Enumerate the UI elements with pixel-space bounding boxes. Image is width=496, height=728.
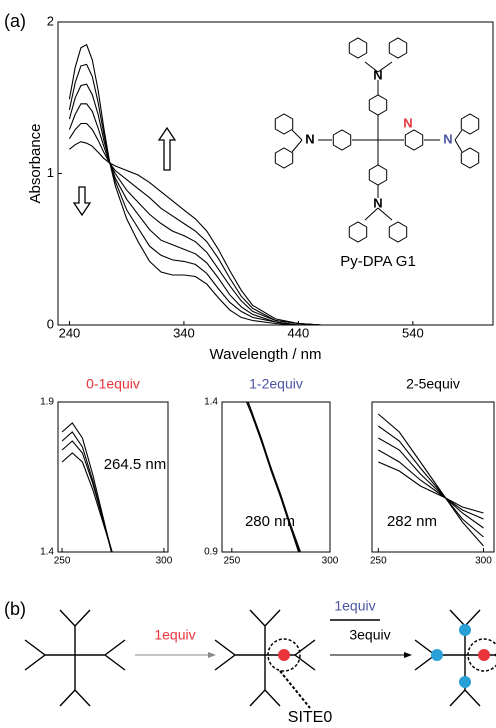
spectrum-line: [377, 413, 484, 547]
spectrum-line: [61, 431, 112, 552]
scheme-molecule: [214, 609, 316, 707]
atom-label: N: [373, 67, 382, 82]
x-tick-label: 540: [402, 325, 424, 340]
step-label: 1equiv: [154, 627, 195, 643]
blue-ion: [431, 649, 443, 661]
atom-label: N: [373, 195, 382, 210]
increase-arrow: [157, 126, 177, 171]
x-tick-label: 250: [54, 556, 71, 567]
plot-frame: [371, 401, 495, 553]
step-label: 3equiv: [349, 627, 390, 643]
reaction-arrowhead: [404, 652, 412, 658]
ring: [460, 147, 480, 169]
x-tick-label: 440: [288, 325, 310, 340]
site-ring: [267, 638, 301, 672]
molecule-structure: [274, 37, 480, 243]
bond: [291, 139, 303, 153]
panel-label: (a): [4, 11, 26, 31]
ring: [404, 129, 424, 151]
y-tick-label: 1.4: [40, 547, 54, 558]
y-tick-label: 1: [47, 165, 54, 180]
spectrum-line: [247, 402, 300, 552]
x-tick-label: 300: [322, 556, 339, 567]
ring: [388, 221, 408, 243]
atom-label: N: [305, 131, 314, 146]
y-tick-label: 0.9: [204, 547, 218, 558]
bond: [377, 61, 393, 73]
x-axis-label: Wavelength / nm: [210, 346, 322, 363]
bond: [454, 139, 463, 153]
ring: [368, 94, 388, 116]
ring: [348, 221, 368, 243]
decrease-arrow: [72, 186, 92, 217]
reaction-arrowhead: [208, 652, 216, 658]
annotation: 280 nm: [245, 513, 295, 530]
annotation: 282 nm: [387, 513, 437, 530]
ring: [388, 37, 408, 59]
metal-ion: [478, 649, 490, 661]
molecule-name: Py-DPA G1: [340, 253, 416, 270]
spectrum-line: [61, 440, 113, 552]
inset-title: 0-1equiv: [86, 376, 140, 392]
site-label: SITE0: [288, 709, 333, 726]
ring: [368, 164, 388, 186]
x-tick-label: 340: [173, 325, 195, 340]
spectrum-line: [378, 437, 484, 529]
spectrum-line: [378, 449, 484, 520]
site-pointer: [279, 670, 311, 709]
atom-label: N: [443, 131, 452, 146]
spectrum-line: [68, 43, 482, 325]
plot-frame: [57, 401, 169, 553]
inset-title: 1-2equiv: [249, 376, 303, 392]
x-tick-label: 300: [156, 556, 173, 567]
spectrum-line: [245, 402, 302, 552]
panel-label: (b): [4, 599, 26, 619]
scheme-molecule: [24, 609, 126, 707]
y-tick-label: 1.4: [204, 397, 218, 408]
x-tick-label: 300: [475, 556, 492, 567]
ring: [332, 129, 352, 151]
y-tick-label: 1.9: [40, 397, 54, 408]
ring: [274, 147, 294, 169]
bond: [454, 129, 463, 141]
y-tick-label: 0: [47, 316, 54, 331]
ring: [274, 113, 294, 135]
ring: [348, 37, 368, 59]
step-label: 1equiv: [334, 598, 375, 614]
spectrum-line: [68, 103, 482, 325]
atom-label: N: [403, 115, 412, 130]
annotation: 264.5 nm: [104, 456, 167, 473]
spectrum-line: [69, 141, 482, 325]
spectrum-line: [61, 452, 113, 552]
y-tick-label: 2: [47, 13, 54, 28]
blue-ion: [459, 676, 471, 688]
bond: [364, 61, 379, 73]
bond: [364, 207, 379, 221]
inset-title: 2-5equiv: [406, 376, 460, 392]
bond: [377, 207, 393, 221]
bond: [291, 129, 303, 141]
plot-frame: [57, 21, 494, 326]
y-axis-label: Absorbance: [27, 123, 44, 203]
spectrum-line: [377, 425, 484, 538]
x-tick-label: 250: [370, 556, 387, 567]
spectrum-line: [68, 83, 482, 325]
spectrum-line: [378, 461, 484, 514]
blue-ion: [459, 624, 471, 636]
metal-ion: [278, 649, 290, 661]
x-tick-label: 240: [59, 325, 81, 340]
ring: [460, 113, 480, 135]
plot-frame: [221, 401, 331, 553]
x-tick-label: 250: [223, 556, 240, 567]
